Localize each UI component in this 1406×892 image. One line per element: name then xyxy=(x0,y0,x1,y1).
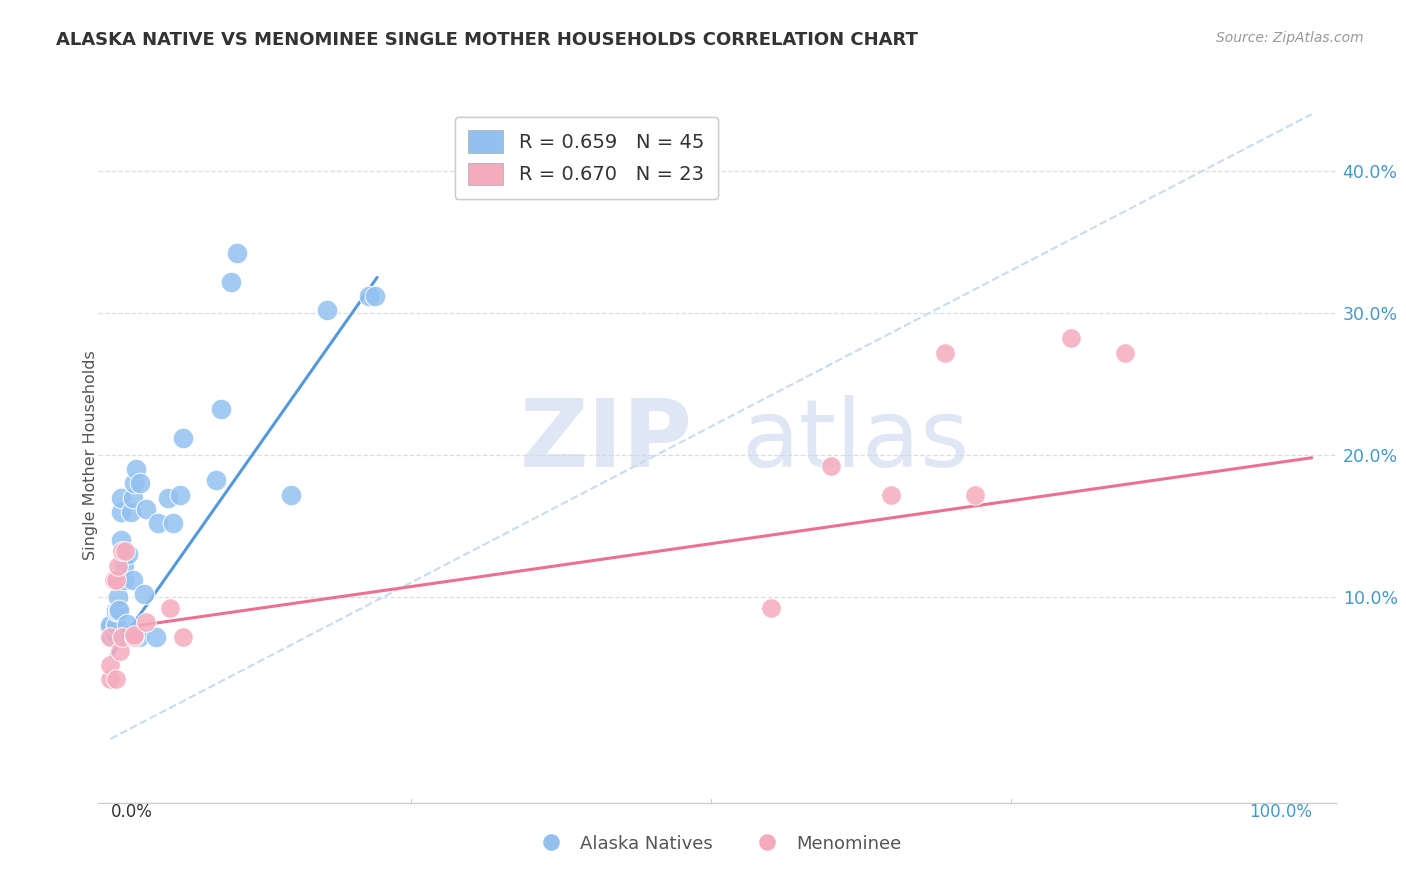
Point xyxy=(205,474,228,488)
Point xyxy=(315,303,337,318)
Point xyxy=(1060,331,1083,345)
Point xyxy=(129,476,152,491)
Legend: Alaska Natives, Menominee: Alaska Natives, Menominee xyxy=(526,828,908,860)
Point xyxy=(100,620,122,634)
Point xyxy=(169,488,191,502)
Point xyxy=(124,476,146,491)
Point xyxy=(105,604,128,618)
Point xyxy=(128,630,150,644)
Point xyxy=(100,673,122,687)
Point xyxy=(105,573,128,587)
Point xyxy=(115,630,138,644)
Text: 45: 45 xyxy=(661,127,689,145)
Point xyxy=(105,673,128,687)
Point xyxy=(132,587,155,601)
Point xyxy=(820,459,842,474)
Point xyxy=(159,601,181,615)
Point xyxy=(120,505,142,519)
Y-axis label: Single Mother Households: Single Mother Households xyxy=(83,350,97,560)
Text: ZIP: ZIP xyxy=(519,395,692,487)
Point xyxy=(114,544,136,558)
Text: Source: ZipAtlas.com: Source: ZipAtlas.com xyxy=(1216,31,1364,45)
Point xyxy=(104,630,127,644)
Point xyxy=(965,488,987,502)
Point xyxy=(100,630,122,644)
Point xyxy=(117,547,139,561)
Point xyxy=(934,345,956,359)
Point xyxy=(122,573,145,587)
Point xyxy=(112,573,135,587)
Point xyxy=(124,630,146,644)
Point xyxy=(122,491,145,505)
Point xyxy=(280,488,302,502)
Text: 0.0%: 0.0% xyxy=(111,803,152,821)
Point xyxy=(172,431,194,445)
Point xyxy=(148,516,170,530)
Point xyxy=(110,533,132,548)
Point xyxy=(172,630,194,644)
Point xyxy=(364,289,387,303)
Point xyxy=(100,621,122,635)
Point xyxy=(124,462,146,476)
Text: ALASKA NATIVE VS MENOMINEE SINGLE MOTHER HOUSEHOLDS CORRELATION CHART: ALASKA NATIVE VS MENOMINEE SINGLE MOTHER… xyxy=(56,31,918,49)
Point xyxy=(135,501,157,516)
Point xyxy=(162,516,184,530)
Point xyxy=(100,618,122,632)
Point xyxy=(104,627,127,641)
Point xyxy=(112,558,135,573)
Point xyxy=(111,544,134,558)
Text: 23: 23 xyxy=(661,154,689,174)
Point xyxy=(225,246,247,260)
Text: atlas: atlas xyxy=(742,395,970,487)
Point xyxy=(357,289,380,303)
Point xyxy=(107,604,129,618)
Point xyxy=(115,628,138,642)
Point xyxy=(135,615,157,630)
Point xyxy=(110,491,132,505)
Point xyxy=(124,628,146,642)
Point xyxy=(209,402,232,417)
Text: 100.0%: 100.0% xyxy=(1249,803,1312,821)
Point xyxy=(157,491,180,505)
Point xyxy=(107,558,129,573)
Point xyxy=(108,603,131,617)
Point xyxy=(1114,345,1136,359)
Point xyxy=(105,620,128,634)
Point xyxy=(145,630,167,644)
Point xyxy=(110,505,132,519)
Point xyxy=(100,628,122,642)
Point xyxy=(108,644,131,658)
Point xyxy=(103,573,125,587)
Point xyxy=(100,630,122,644)
Point xyxy=(107,590,129,604)
Point xyxy=(759,601,782,615)
Point xyxy=(880,488,903,502)
Point xyxy=(100,658,122,673)
Point xyxy=(105,618,128,632)
Point xyxy=(219,275,242,289)
Point xyxy=(111,630,134,644)
Point xyxy=(117,616,139,631)
